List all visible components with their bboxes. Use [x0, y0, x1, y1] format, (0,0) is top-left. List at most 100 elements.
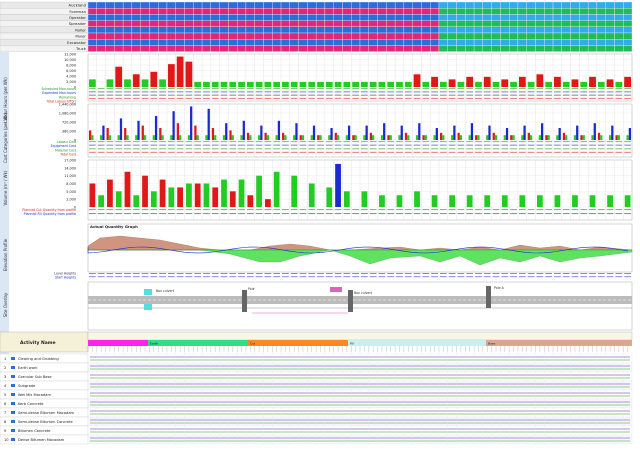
labour-value-cell: [325, 91, 333, 93]
labour-value-cell: [159, 97, 166, 99]
axis-tick-label: 1,080,000: [59, 112, 76, 116]
volume-value-cell: [229, 209, 237, 211]
resource-cell: [184, 1, 194, 9]
labour-value-cell: [150, 91, 158, 93]
cost-bar: [582, 135, 585, 140]
cost-value-cell: [132, 144, 140, 146]
labour-value-cell: [369, 91, 377, 93]
resource-cell: [219, 14, 229, 21]
cost-value-cell: [229, 148, 237, 150]
resource-cell: [184, 8, 194, 15]
profile-value-cell: [211, 276, 219, 278]
cost-value-cell: [211, 148, 219, 150]
cost-value-cell: [466, 148, 474, 150]
labour-value-cell: [159, 91, 166, 93]
labour-value-cell: [290, 91, 298, 93]
labour-value-cell: [325, 97, 333, 99]
volume-value-cell: [106, 209, 114, 211]
cost-value-cell: [387, 141, 395, 143]
labour-value-cell: [518, 97, 526, 99]
labour-value-cell: [106, 97, 114, 99]
volume-value-cell: [273, 213, 281, 215]
resource-cell: [509, 8, 519, 15]
cost-value-cell: [615, 151, 623, 153]
cost-value-cell: [518, 141, 526, 143]
pole-marker: [242, 290, 247, 312]
resource-cell: [386, 39, 396, 46]
labour-value-cell: [343, 88, 351, 90]
labour-value-cell: [220, 94, 228, 96]
resource-cell: [351, 20, 361, 27]
labour-bar-green: [308, 81, 316, 87]
volume-value-cell: [536, 213, 544, 215]
resource-cell: [158, 14, 168, 21]
cost-value-cell: [317, 141, 324, 143]
axis-tick-label: 0: [74, 86, 76, 90]
resource-row-label: Truck: [75, 46, 87, 51]
volume-value-cell: [457, 209, 465, 211]
cost-value-cell: [352, 148, 359, 150]
labour-value-cell: [194, 97, 202, 99]
resource-cell: [430, 26, 440, 34]
volume-value-cell: [439, 213, 447, 215]
resource-row-label: Excavator: [67, 40, 86, 45]
resource-cell: [324, 1, 334, 9]
labour-value-cell: [448, 94, 456, 96]
resource-cell: [526, 26, 536, 34]
resource-cell: [482, 14, 492, 21]
profile-value-cell: [369, 276, 377, 278]
cost-value-cell: [448, 141, 456, 143]
activity-row-icon: [11, 366, 15, 369]
labour-value-cell: [141, 91, 149, 93]
profile-value-cell: [404, 276, 412, 278]
cost-value-cell: [475, 144, 482, 146]
resource-cell: [377, 26, 387, 34]
cost-value-cell: [624, 151, 631, 153]
labour-value-cell: [229, 91, 237, 93]
labour-value-cell: [264, 97, 272, 99]
labour-value-cell: [580, 91, 588, 93]
resource-cell: [596, 14, 606, 21]
profile-value-cell: [571, 273, 579, 274]
resource-cell: [596, 32, 606, 40]
labour-value-cell: [562, 97, 570, 99]
cost-value-cell: [501, 141, 509, 143]
profile-value-cell: [554, 273, 561, 274]
labour-value-cell: [308, 88, 316, 90]
resource-cell: [544, 32, 554, 40]
cost-value-cell: [606, 151, 614, 153]
cost-value-cell: [343, 144, 351, 146]
profile-value-cell: [580, 276, 588, 278]
cost-bar: [231, 135, 234, 140]
volume-value-cell: [413, 209, 421, 211]
cost-value-cell: [255, 148, 263, 150]
cost-bar: [336, 135, 340, 140]
volume-value-cell: [238, 213, 245, 215]
resource-cell: [237, 1, 247, 9]
profile-value-cell: [475, 273, 482, 274]
cost-value-cell: [203, 151, 210, 153]
resource-cell: [333, 20, 343, 27]
resource-cell: [491, 26, 501, 34]
resource-cell: [193, 8, 203, 15]
cost-value-cell: [282, 151, 289, 153]
resource-cell: [596, 39, 606, 46]
resource-cell: [535, 39, 545, 46]
volume-bar: [343, 191, 350, 207]
resource-cell: [114, 26, 124, 34]
resource-cell: [210, 8, 220, 15]
resource-cell: [219, 32, 229, 40]
resource-cell: [561, 39, 571, 46]
cost-value-cell: [299, 144, 307, 146]
labour-value-cell: [404, 97, 412, 99]
activity-row-number: 3: [4, 375, 6, 379]
cost-value-cell: [167, 141, 175, 143]
cost-value-cell: [422, 148, 430, 150]
cost-value-cell: [290, 141, 298, 143]
resource-cell: [324, 45, 334, 52]
labour-value-cell: [387, 97, 395, 99]
labour-value-cell: [246, 97, 254, 99]
resource-cell: [333, 32, 343, 40]
